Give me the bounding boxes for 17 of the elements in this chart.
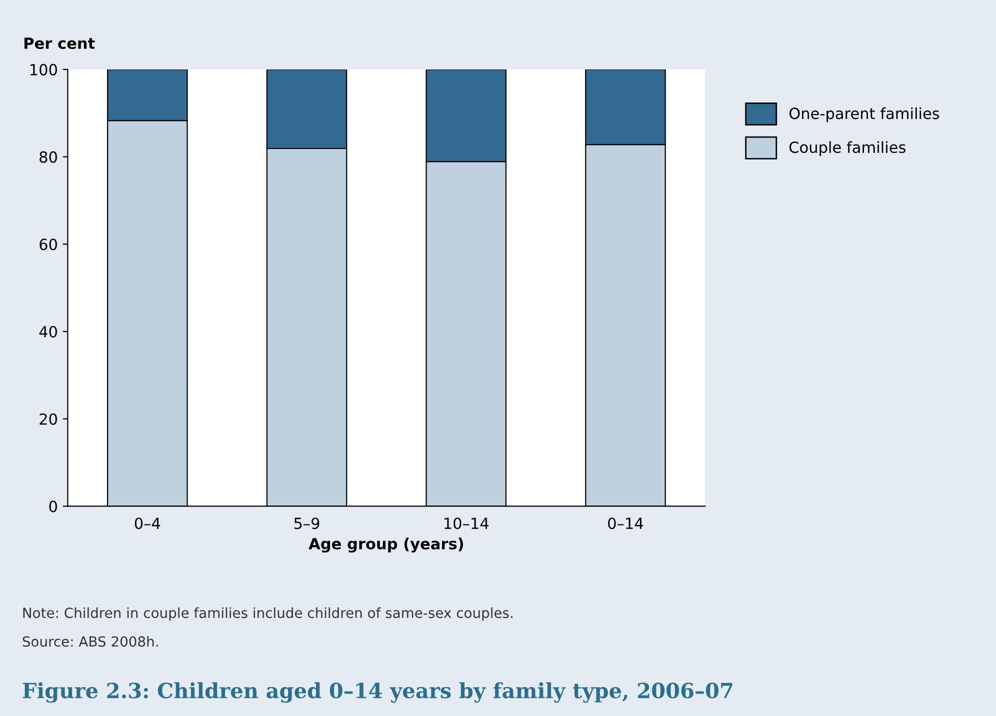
y-axis-title: Per cent (24, 38, 95, 50)
x-tick-label: 10–14 (444, 518, 489, 530)
y-tick-label: 20 (40, 413, 57, 425)
y-tick-label: 100 (30, 64, 57, 76)
y-tick-label: 40 (39, 326, 57, 338)
legend-label: One-parent families (789, 107, 940, 122)
y-tick-label: 0 (49, 500, 57, 512)
x-tick-label: 5–9 (294, 518, 320, 530)
source-note: Source: ABS 2008h. (22, 636, 158, 647)
y-tick-label: 60 (40, 238, 57, 250)
x-tick-label: 0–14 (608, 518, 644, 530)
text: Figure 2.3: Children aged 0–14 years by family type, 2006–07 (22, 682, 732, 703)
legend-label: Couple families (789, 141, 906, 156)
y-tick-label: 80 (40, 151, 57, 163)
x-axis-title: Age group (years) (308, 538, 464, 553)
text: Note: Children in couple families include children of same-sex couples. (23, 607, 512, 621)
x-tick-label: 0–4 (134, 518, 160, 530)
